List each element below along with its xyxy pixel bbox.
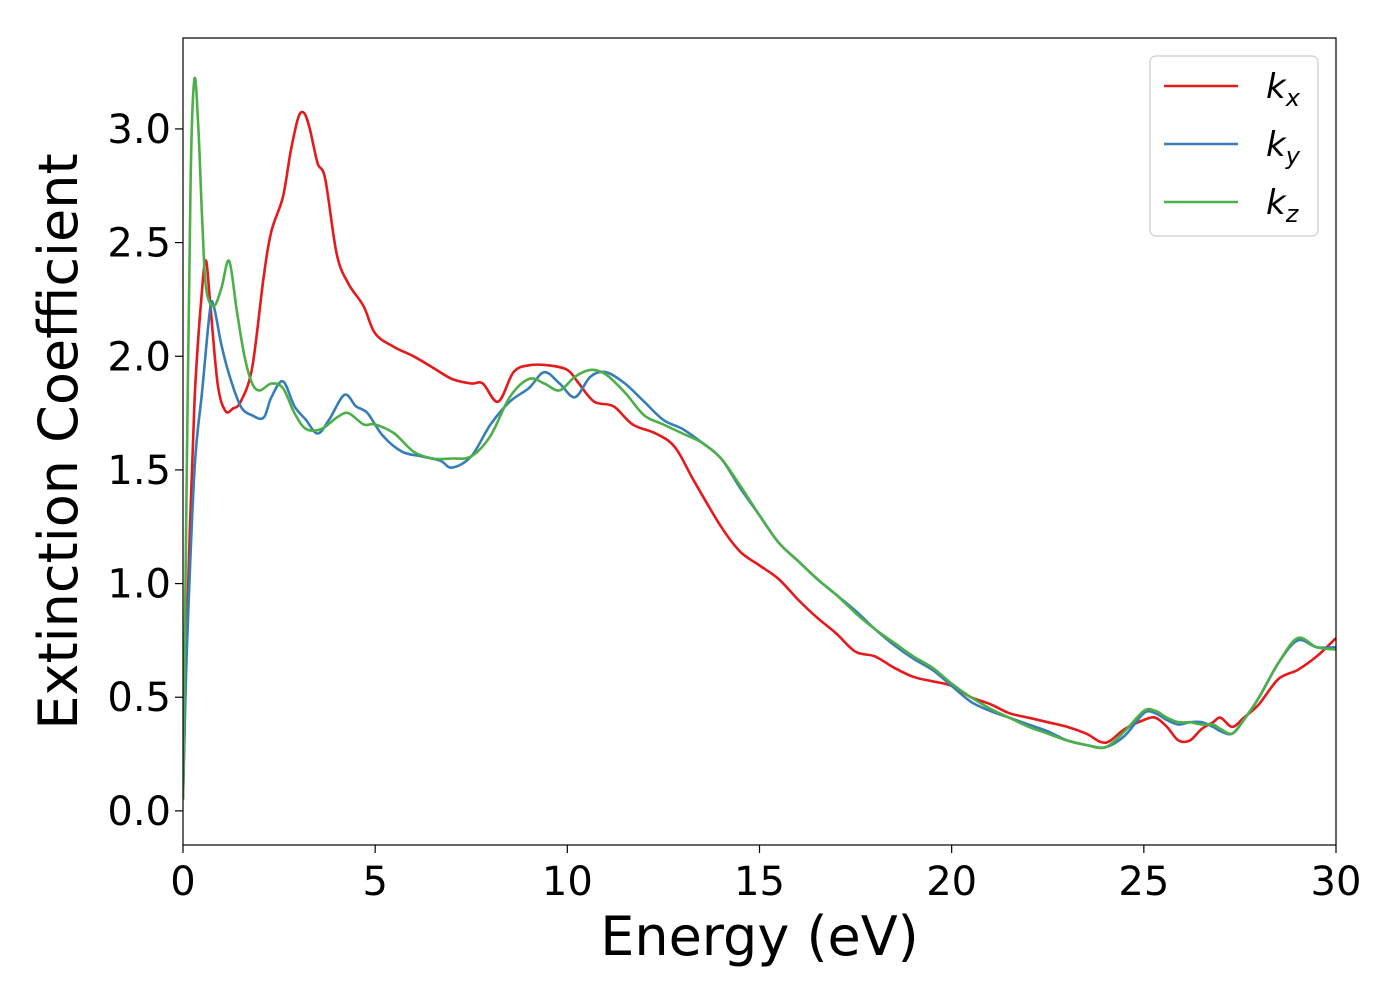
- legend-label-y: ky: [1266, 125, 1301, 170]
- series-line-y: [183, 299, 1336, 800]
- y-tick-label: 1.5: [107, 448, 171, 494]
- legend-label-base: k: [1266, 125, 1287, 165]
- y-axis-title: Extinction Coefficient: [27, 153, 90, 729]
- x-tick-label: 10: [542, 859, 593, 905]
- legend-box: [1149, 55, 1319, 237]
- y-tick-label: 1.0: [107, 562, 171, 608]
- x-tick-label: 30: [1311, 859, 1362, 905]
- legend-label-base: k: [1266, 67, 1287, 107]
- series-line-x: [183, 110, 1336, 800]
- x-tick-label: 5: [362, 859, 387, 905]
- legend-label-subscript: x: [1285, 84, 1301, 112]
- y-axis-ticks: 0.0 0.5 1.0 1.5 2.0 2.5 3.0: [107, 107, 183, 835]
- x-tick-label: 25: [1118, 859, 1169, 905]
- x-tick-label: 15: [734, 859, 785, 905]
- x-tick-label: 20: [926, 859, 977, 905]
- y-tick-label: 2.5: [107, 221, 171, 267]
- x-axis-title: Energy (eV): [600, 905, 919, 968]
- x-axis-ticks: 0 5 10 15 20 25 30: [170, 845, 1361, 905]
- plot-lines: [183, 76, 1336, 800]
- x-tick-label: 0: [170, 859, 195, 905]
- series-line-z: [183, 76, 1336, 800]
- y-tick-label: 0.0: [107, 789, 171, 835]
- legend-label-subscript: y: [1285, 142, 1301, 170]
- y-tick-label: 2.0: [107, 334, 171, 380]
- legend-label-base: k: [1266, 183, 1287, 223]
- y-tick-label: 3.0: [107, 107, 171, 153]
- y-tick-label: 0.5: [107, 675, 171, 721]
- legend-label-x: kx: [1266, 67, 1301, 112]
- legend-label-subscript: z: [1285, 200, 1300, 228]
- legend-label-z: kz: [1266, 183, 1300, 228]
